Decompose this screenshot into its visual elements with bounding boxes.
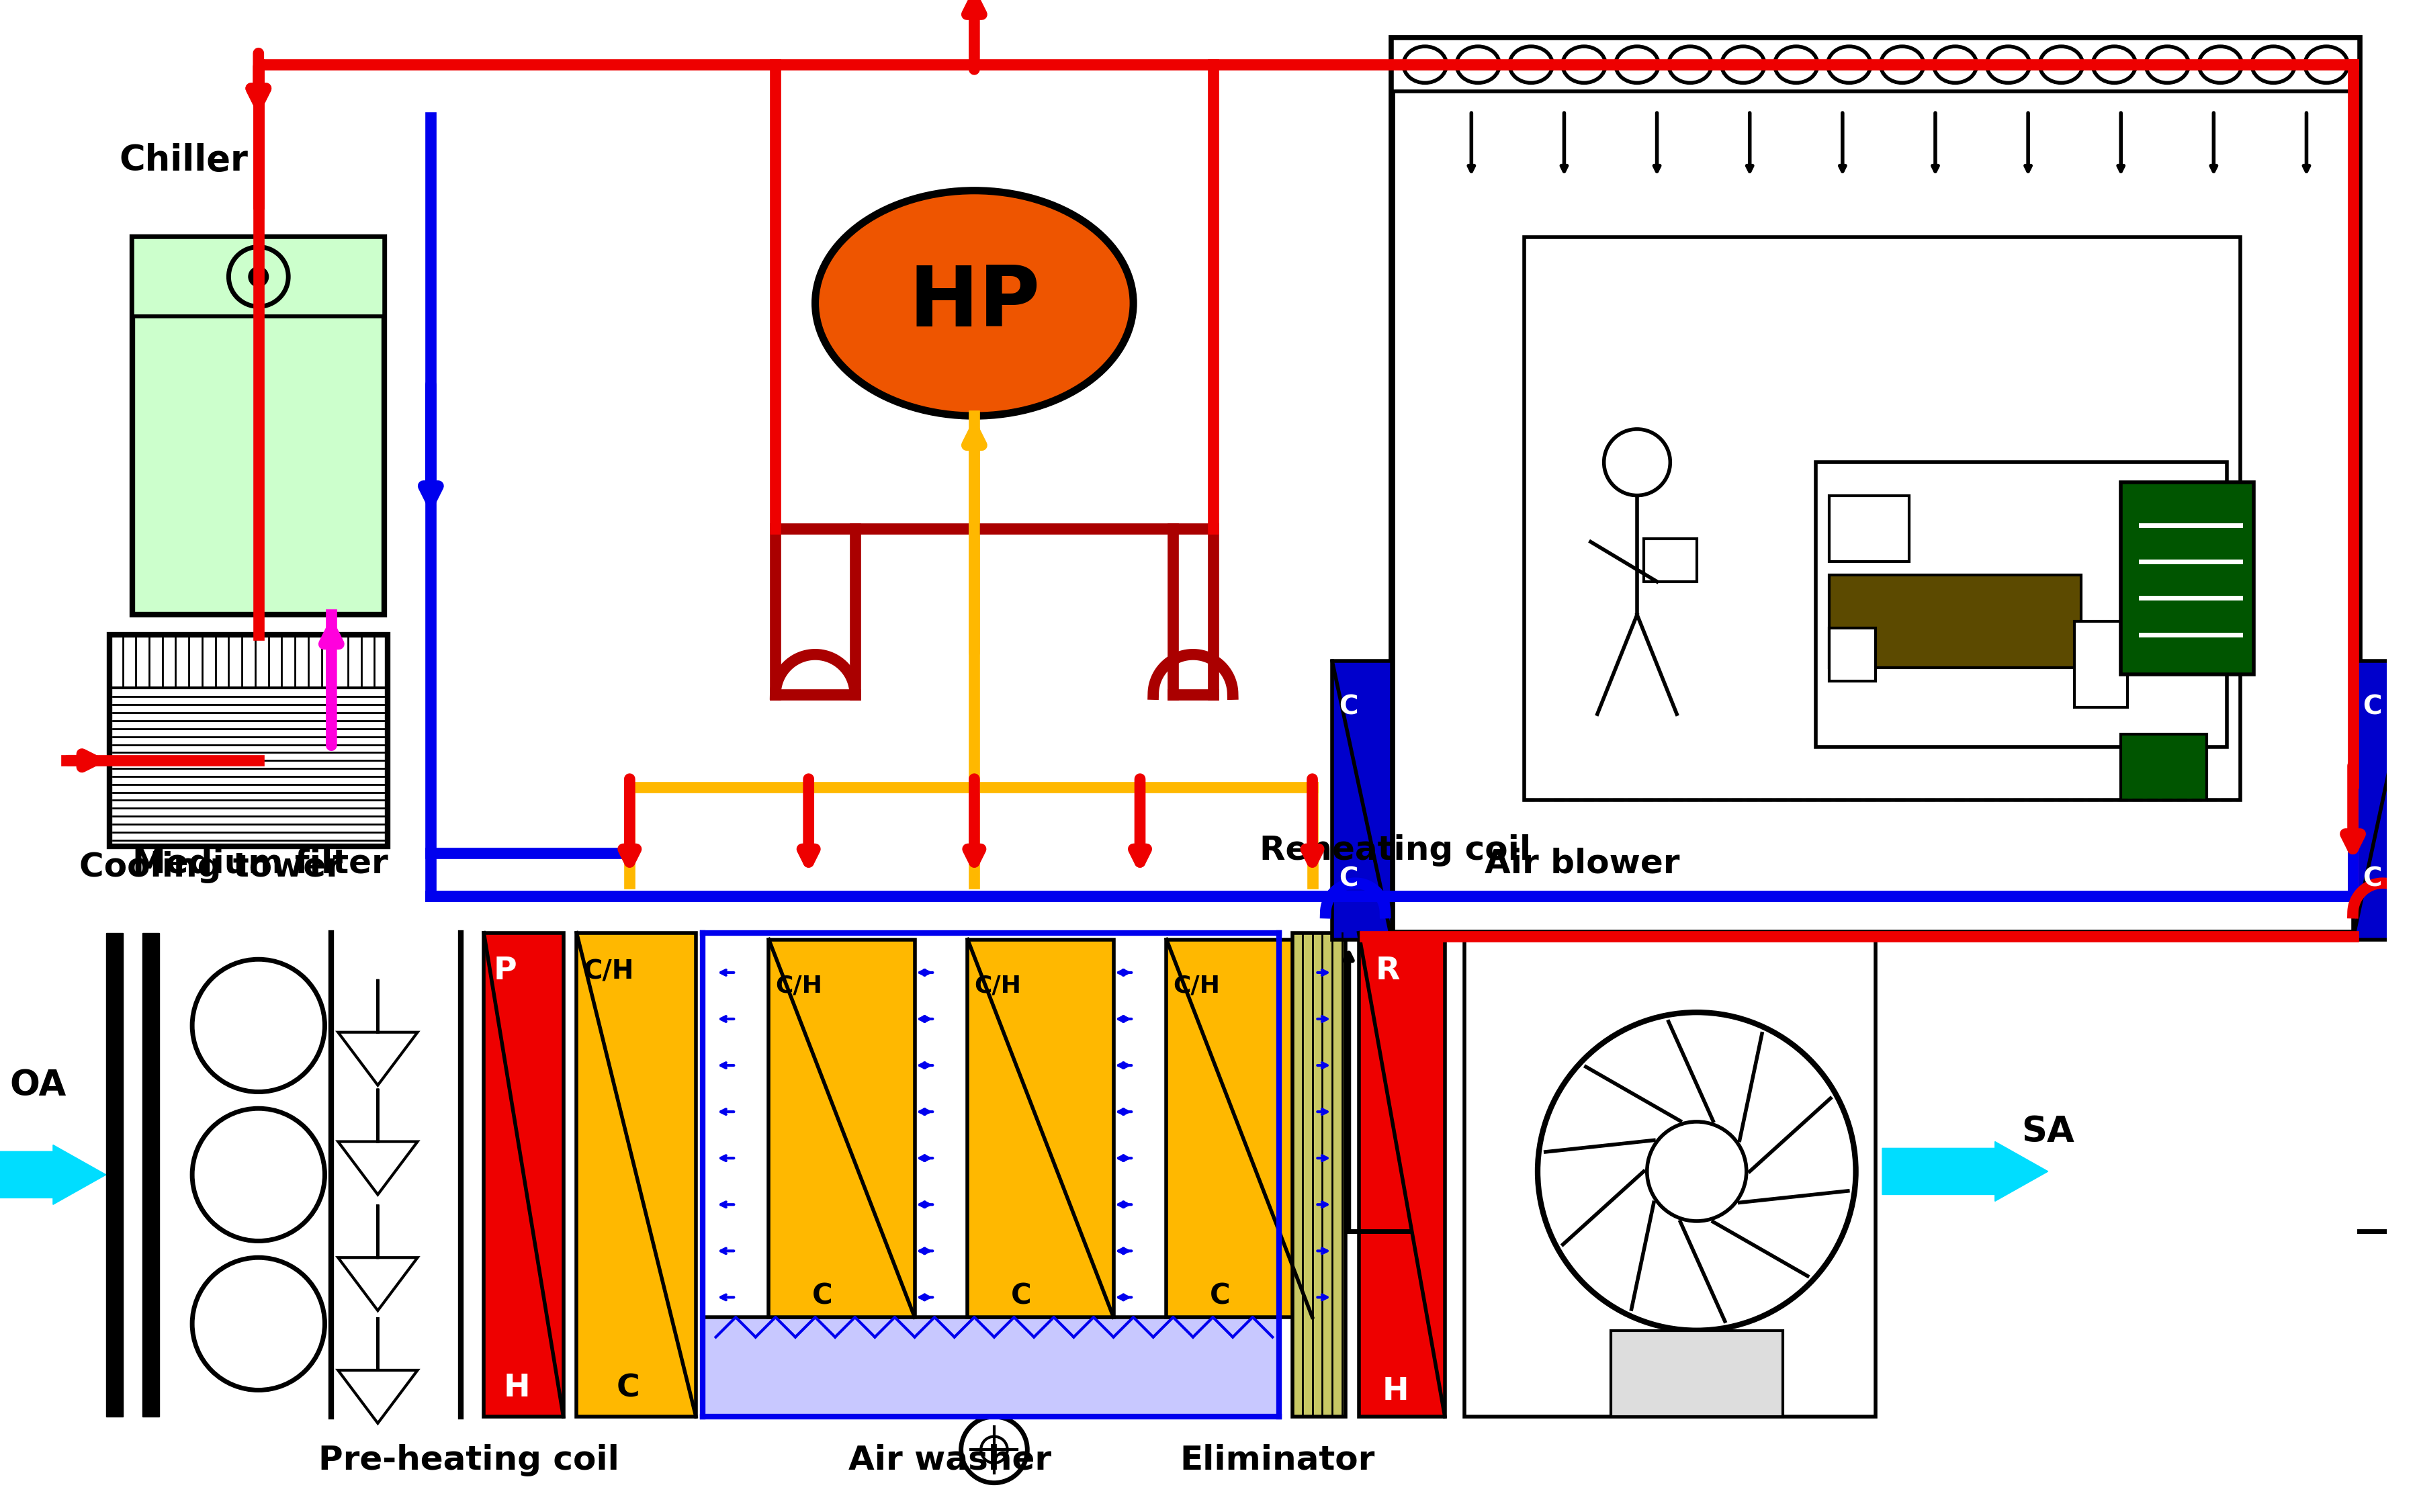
- Text: C: C: [2363, 866, 2383, 892]
- Bar: [1391, 38, 2359, 933]
- Bar: [109, 635, 387, 847]
- FancyArrow shape: [0, 1145, 106, 1205]
- Text: Reheating coil: Reheating coil: [1260, 835, 1531, 866]
- Text: SA: SA: [2022, 1114, 2076, 1149]
- Text: Pre-heating coil: Pre-heating coil: [319, 1444, 619, 1476]
- Text: Air washer: Air washer: [849, 1444, 1052, 1476]
- Bar: [1643, 538, 1696, 582]
- Text: C/H: C/H: [583, 959, 634, 984]
- Bar: [2121, 482, 2255, 674]
- Text: C: C: [1210, 1282, 1231, 1309]
- Bar: [109, 635, 387, 688]
- Bar: [1292, 933, 1345, 1417]
- Text: HP: HP: [910, 263, 1040, 343]
- Bar: [1829, 627, 1875, 680]
- Text: C/H: C/H: [975, 974, 1021, 998]
- Text: C: C: [2363, 694, 2383, 720]
- FancyArrow shape: [339, 980, 418, 1086]
- Bar: [1524, 237, 2240, 800]
- Circle shape: [249, 266, 269, 287]
- Text: Cooling tower: Cooling tower: [80, 851, 343, 883]
- Bar: [133, 237, 385, 316]
- Bar: [1817, 463, 2228, 747]
- Bar: [1359, 933, 1444, 1417]
- Bar: [1829, 575, 2080, 668]
- Bar: [106, 933, 123, 1417]
- Bar: [2076, 621, 2129, 708]
- Bar: [1466, 933, 1875, 1417]
- Text: C: C: [1011, 1282, 1030, 1309]
- Text: H: H: [1381, 1376, 1408, 1406]
- Text: C: C: [1338, 866, 1357, 892]
- FancyArrow shape: [339, 1089, 418, 1194]
- Bar: [968, 939, 1113, 1317]
- Text: C/H: C/H: [776, 974, 822, 998]
- Bar: [1391, 38, 2359, 91]
- Bar: [702, 1317, 1280, 1417]
- Text: P: P: [493, 956, 518, 986]
- Bar: [576, 933, 697, 1417]
- Bar: [484, 933, 564, 1417]
- Text: OA: OA: [10, 1067, 68, 1102]
- Text: C: C: [1338, 694, 1357, 720]
- Bar: [1829, 496, 1909, 561]
- FancyArrow shape: [339, 1205, 418, 1311]
- Ellipse shape: [815, 191, 1135, 416]
- Text: Chiller: Chiller: [119, 144, 249, 178]
- Text: C: C: [617, 1373, 639, 1403]
- Text: Air blower: Air blower: [1485, 848, 1679, 880]
- Text: Eliminator: Eliminator: [1180, 1444, 1374, 1476]
- Bar: [1166, 939, 1311, 1317]
- Bar: [2121, 733, 2206, 800]
- Text: Medium filter: Medium filter: [133, 848, 389, 880]
- Bar: [769, 939, 914, 1317]
- Bar: [2354, 661, 2412, 939]
- Text: C: C: [813, 1282, 832, 1309]
- Bar: [133, 237, 385, 615]
- Text: R: R: [1376, 956, 1401, 986]
- Text: H: H: [503, 1373, 530, 1403]
- FancyArrow shape: [339, 1317, 418, 1423]
- FancyArrow shape: [1882, 1142, 2049, 1201]
- Bar: [1611, 1331, 1783, 1417]
- Bar: [1333, 661, 1391, 939]
- Bar: [143, 933, 160, 1417]
- Text: C/H: C/H: [1173, 974, 1219, 998]
